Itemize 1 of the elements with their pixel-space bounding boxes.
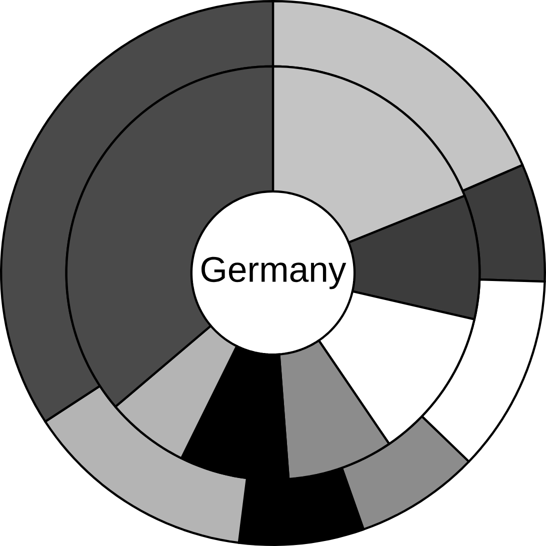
text: Germany	[202, 256, 346, 290]
